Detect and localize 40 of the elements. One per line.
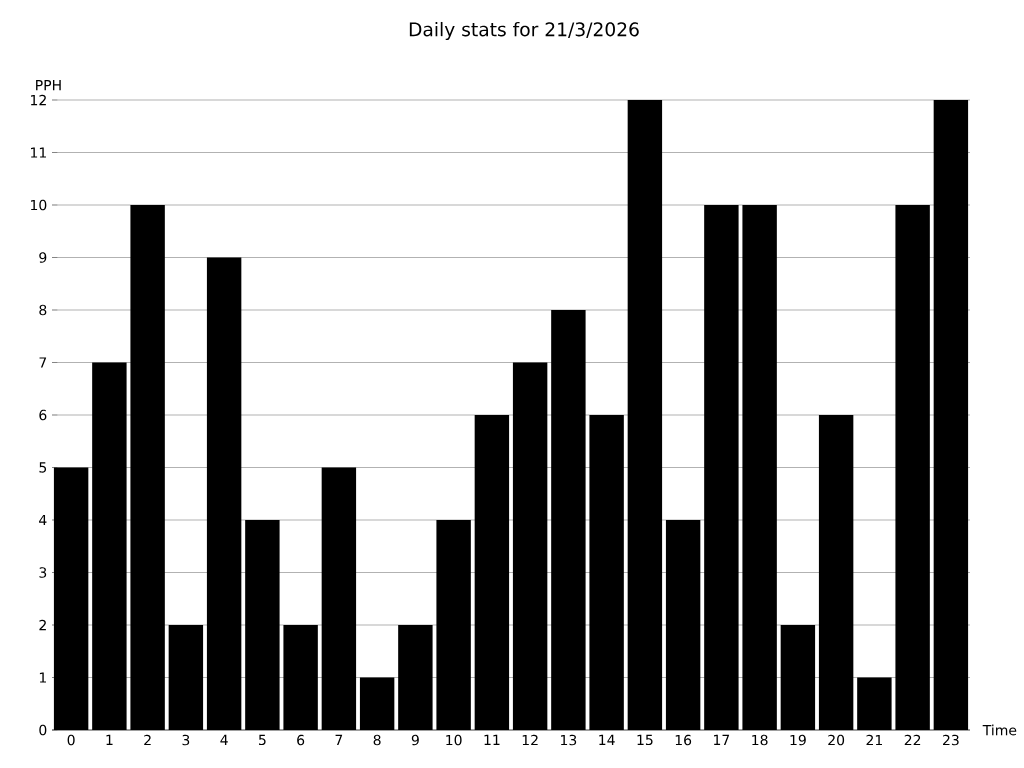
- x-tick-label: 16: [675, 734, 692, 746]
- x-tick-label: 4: [220, 734, 228, 745]
- y-tick-label: 2: [39, 619, 46, 631]
- x-tick-label: 20: [828, 734, 845, 746]
- y-tick-label: 0: [39, 724, 47, 736]
- y-tick-label: 1: [39, 672, 46, 683]
- y-axis-title: PPH: [36, 80, 61, 91]
- y-tick-label: 6: [39, 409, 47, 421]
- y-tick-label: 3: [39, 567, 47, 578]
- x-tick-label: 12: [522, 734, 538, 746]
- x-tick-label: 21: [866, 734, 882, 746]
- x-tick-label: 14: [599, 734, 615, 745]
- y-tick-label: 11: [31, 147, 46, 158]
- y-tick-label: 4: [39, 514, 47, 526]
- y-tick-label: 10: [31, 199, 47, 211]
- x-tick-label: 8: [373, 734, 381, 746]
- y-tick-label: 5: [39, 462, 47, 473]
- x-tick-label: 11: [484, 734, 500, 745]
- y-tick-label: 7: [39, 357, 47, 368]
- x-tick-label: 2: [144, 734, 151, 746]
- x-tick-label: 10: [446, 734, 462, 746]
- x-tick-label: 22: [904, 734, 921, 746]
- x-tick-label: 19: [790, 734, 806, 746]
- x-tick-label: 3: [182, 734, 190, 746]
- chart-title: Daily stats for 21/3/2026: [409, 21, 639, 41]
- x-tick-label: 13: [561, 734, 577, 746]
- x-axis-title: Time: [982, 724, 1017, 736]
- x-tick-label: 23: [943, 734, 959, 746]
- x-tick-label: 1: [106, 734, 113, 745]
- x-tick-label: 17: [714, 734, 730, 745]
- x-tick-label: 15: [637, 734, 653, 746]
- y-tick-label: 9: [39, 252, 47, 263]
- x-tick-label: 18: [752, 734, 768, 746]
- x-tick-label: 5: [259, 734, 266, 746]
- x-tick-label: 7: [335, 734, 343, 745]
- x-tick-label: 6: [297, 734, 305, 746]
- x-tick-label: 9: [411, 734, 419, 746]
- x-tick-label: 0: [67, 734, 75, 746]
- y-tick-label: 12: [31, 94, 46, 106]
- y-tick-label: 8: [39, 304, 47, 316]
